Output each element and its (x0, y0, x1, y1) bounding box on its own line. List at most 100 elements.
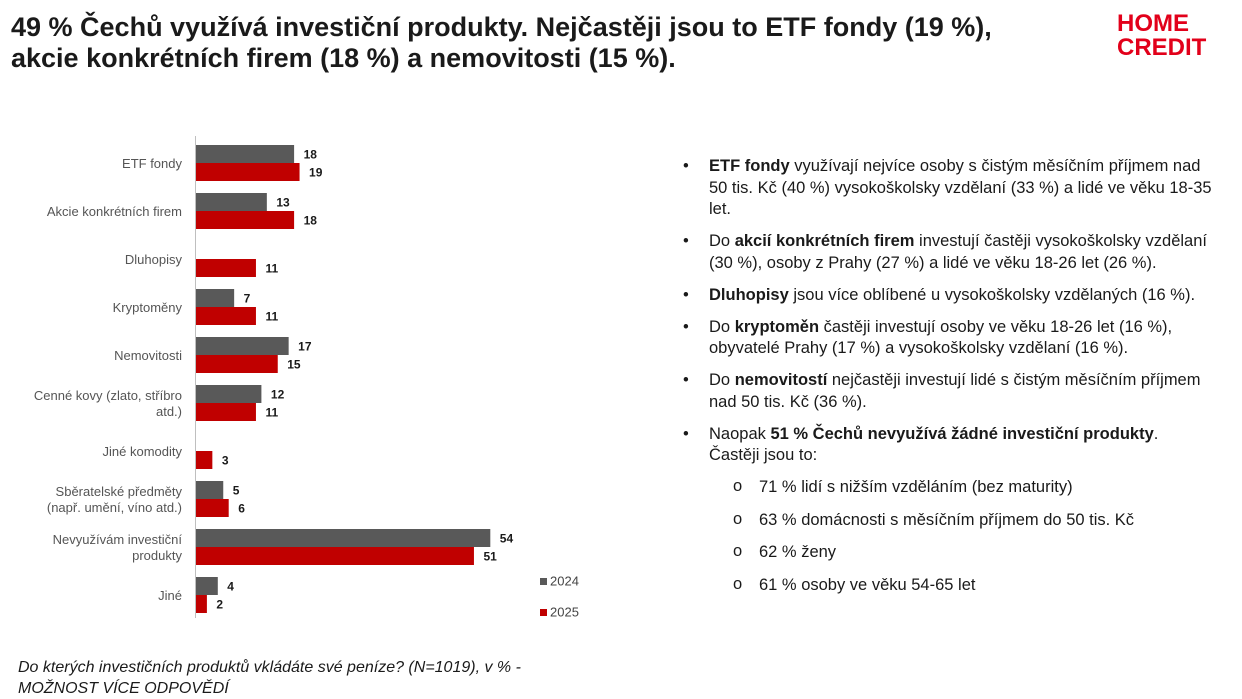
chart-plot-area: ETF fondy 18 19 Akcie konkrétních firem 13 18… (34, 136, 514, 618)
category-label: ETF fondy (122, 156, 182, 171)
bar-2025 (196, 499, 229, 517)
finding-text: využívají nejvíce osoby s čistým měsíční… (709, 157, 1212, 218)
data-label-2024: 54 (500, 532, 514, 546)
category-label-line: (např. umění, víno atd.) (47, 500, 182, 515)
finding-text: investují častěji vysokoškolsky vzdělaní… (709, 232, 1207, 272)
category-label-line: Kryptoměny (113, 300, 183, 315)
finding-highlight: akcií konkrétních firem (734, 232, 915, 250)
bar-2025 (196, 307, 256, 325)
category-label-line: produkty (132, 548, 182, 563)
data-label-2025: 2 (216, 598, 223, 612)
sub-finding-item: 62 % ženy (683, 541, 1213, 564)
finding-text: Do (709, 232, 735, 250)
category-label: Sběratelské předměty (např. umění, víno a… (47, 484, 183, 515)
finding-highlight: ETF fondy (709, 157, 790, 175)
bar-2024 (196, 289, 235, 307)
footnote: Do kterých investičních produktů vkládát… (18, 657, 638, 699)
bar-chart: ETF fondy 18 19 Akcie konkrétních firem 13 18… (34, 136, 579, 620)
sub-finding-item: 63 % domácnosti s měsíčním příjmem do 50… (683, 509, 1213, 532)
category-label-line: Jiné (158, 588, 182, 603)
bar-2024 (196, 481, 224, 499)
data-label-2024: 4 (227, 580, 234, 594)
category-label-line: Dluhopisy (125, 252, 183, 267)
data-label-2025: 51 (483, 550, 497, 564)
category-label: Akcie konkrétních firem (47, 204, 182, 219)
bar-2024 (196, 145, 295, 163)
bar-2025 (196, 163, 300, 181)
finding-item: ETF fondy využívají nejvíce osoby s čist… (683, 156, 1213, 221)
finding-text: . Častěji jsou to: (709, 424, 1159, 465)
bar-2025 (196, 403, 256, 421)
footnote-line-1: Do kterých investičních produktů vkládát… (18, 659, 521, 676)
title-line-1: 49 % Čechů využívá investiční produkty. … (11, 12, 992, 42)
finding-text: častěji investují osoby ve věku 18-26 le… (709, 317, 1173, 358)
finding-item: Dluhopisy jsou více oblíbené u vysokoško… (683, 285, 1213, 307)
data-label-2025: 11 (265, 406, 278, 420)
logo-text-credit: CREDIT (1117, 34, 1207, 58)
data-label-2025: 19 (309, 166, 323, 180)
bar-2025 (196, 211, 295, 229)
bar-2025 (196, 547, 474, 565)
category-label: Nemovitosti (114, 348, 182, 363)
home-credit-logo: HOME CREDIT (1117, 10, 1207, 58)
title-line-2: akcie konkrétních firem (18 %) a nemovit… (11, 43, 676, 73)
sub-finding-item: 71 % lidí s nižším vzděláním (bez maturi… (683, 476, 1213, 499)
category-label: Cenné kovy (zlato, stříbro atd.) (34, 388, 182, 419)
data-label-2025: 11 (265, 310, 278, 324)
category-label: Jiné (158, 588, 182, 603)
finding-item: Do kryptoměn častěji investují osoby ve … (683, 317, 1213, 360)
data-label-2025: 6 (238, 502, 245, 516)
data-label-2024: 18 (304, 148, 318, 162)
data-label-2024: 5 (233, 484, 240, 498)
finding-text: Do (709, 317, 735, 336)
bar-2025 (196, 259, 256, 277)
data-label-2024: 13 (276, 196, 290, 210)
legend-label-2025: 2025 (550, 605, 579, 620)
footnote-line-2: MOŽNOST VÍCE ODPOVĚDÍ (18, 680, 229, 697)
finding-text: jsou více oblíbené u vysokoškolsky vzděl… (788, 285, 1196, 304)
data-label-2024: 17 (298, 340, 312, 354)
finding-highlight: kryptoměn (734, 317, 820, 336)
findings-list: ETF fondy využívají nejvíce osoby s čist… (683, 156, 1213, 607)
bar-2025 (196, 595, 207, 613)
legend-swatch-2024 (540, 578, 547, 585)
data-label-2025: 15 (287, 358, 301, 372)
finding-text: Do (709, 371, 735, 389)
legend-swatch-2025 (540, 609, 547, 616)
bar-2024 (196, 529, 491, 547)
finding-item: Do akcií konkrétních firem investují čas… (683, 231, 1213, 274)
bar-2024 (196, 385, 262, 403)
data-label-2025: 11 (265, 262, 278, 276)
bar-2024 (196, 193, 267, 211)
category-label: Nevyužívám investiční produkty (53, 532, 183, 563)
finding-item: Naopak 51 % Čechů nevyužívá žádné invest… (683, 424, 1213, 467)
bar-2024 (196, 337, 289, 355)
sub-findings-list: 71 % lidí s nižším vzděláním (bez maturi… (683, 476, 1213, 596)
logo-text-home: HOME (1117, 10, 1189, 37)
category-label-line: Cenné kovy (zlato, stříbro (34, 388, 182, 403)
bar-2025 (196, 451, 213, 469)
category-label-line: atd.) (156, 404, 182, 419)
category-label: Kryptoměny (113, 300, 183, 315)
data-label-2025: 18 (304, 214, 318, 228)
category-label-line: Nemovitosti (114, 348, 182, 363)
data-label-2024: 7 (244, 292, 251, 306)
category-label-line: Jiné komodity (103, 444, 183, 459)
page-title: 49 % Čechů využívá investiční produkty. … (11, 12, 1091, 74)
finding-text: nejčastěji investují lidé s čistým měsíč… (709, 371, 1201, 411)
category-label-line: ETF fondy (122, 156, 182, 171)
legend-label-2024: 2024 (550, 574, 579, 589)
finding-item: Do nemovitostí nejčastěji investují lidé… (683, 370, 1213, 413)
data-label-2024: 12 (271, 388, 285, 402)
category-label-line: Akcie konkrétních firem (47, 204, 182, 219)
bar-2024 (196, 577, 218, 595)
finding-highlight: nemovitostí (734, 371, 828, 389)
finding-text: Naopak (709, 424, 771, 443)
category-label-line: Sběratelské předměty (56, 484, 183, 499)
finding-highlight: 51 % Čechů nevyužívá žádné investiční pr… (770, 424, 1154, 443)
data-label-2025: 3 (222, 454, 229, 468)
chart-legend: 2024 2025 (540, 574, 579, 620)
category-label: Jiné komodity (103, 444, 183, 459)
category-label: Dluhopisy (125, 252, 183, 267)
finding-highlight: Dluhopisy (709, 285, 789, 304)
